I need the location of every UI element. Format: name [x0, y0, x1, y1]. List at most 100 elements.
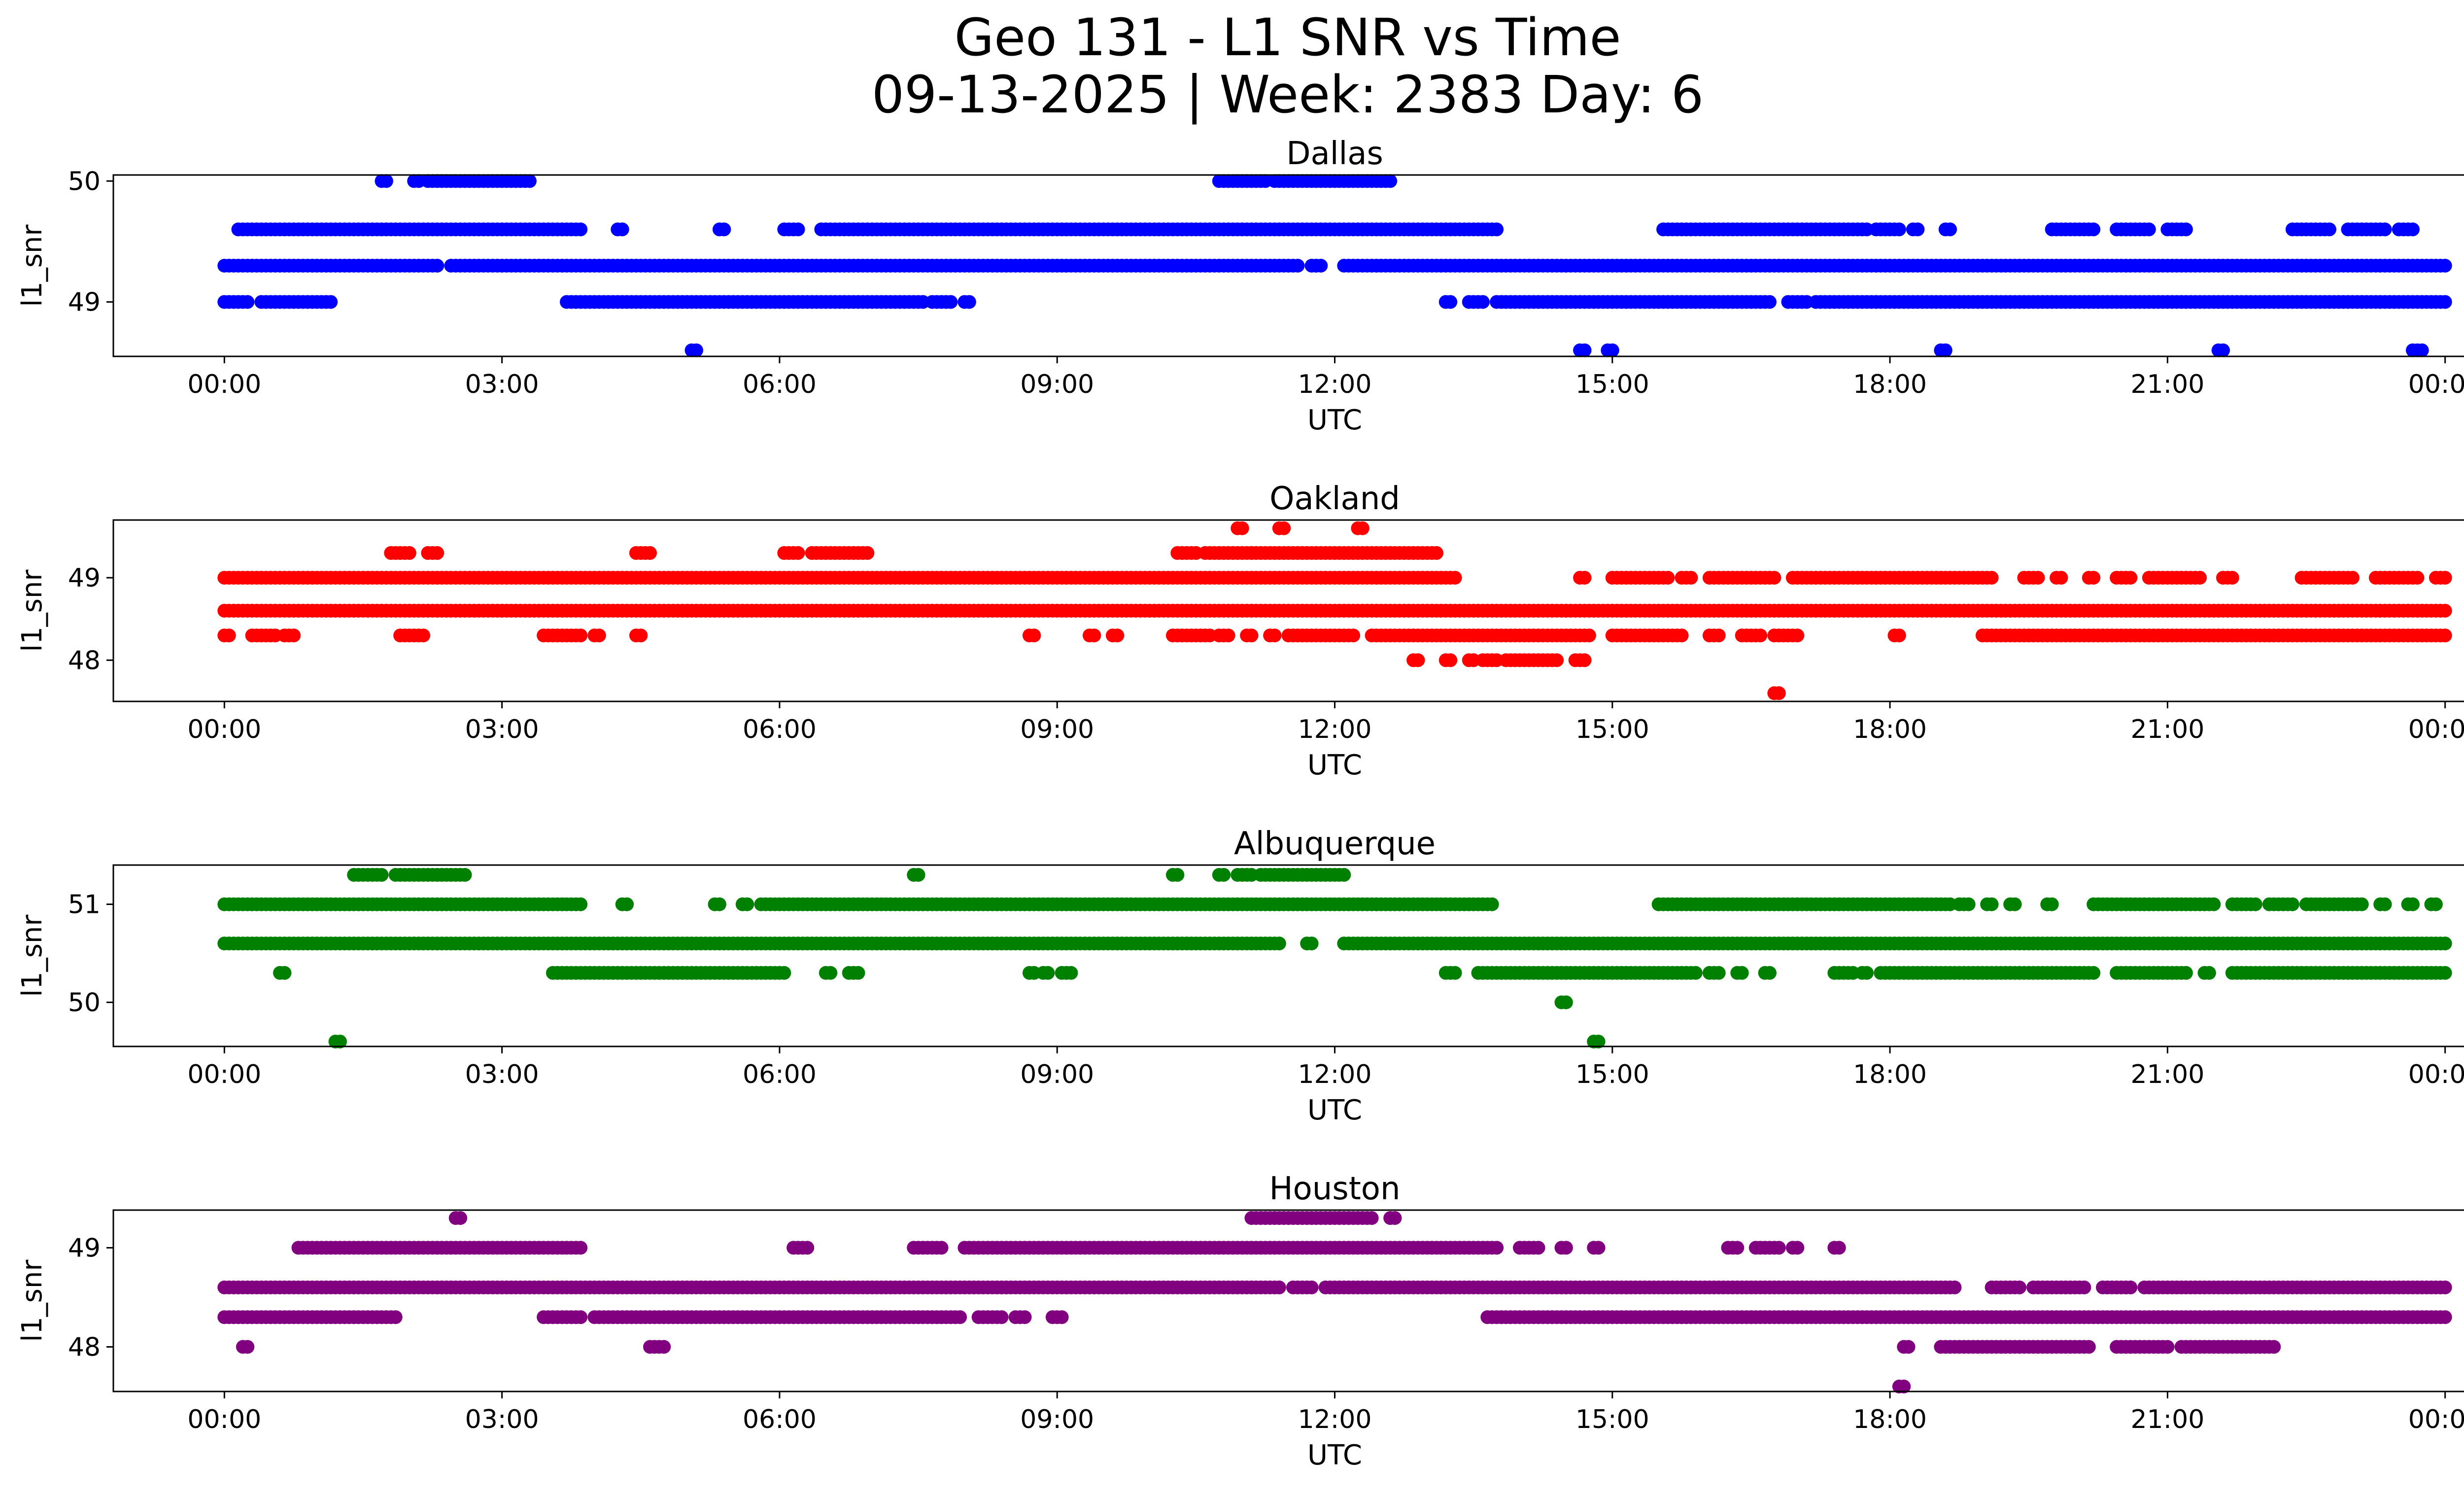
x-tick-label: 18:00 [1853, 370, 1927, 399]
x-tick-label: 00:00 [187, 1060, 261, 1089]
data-point [2087, 222, 2101, 237]
data-point [1730, 1241, 1745, 1255]
data-point [1355, 521, 1369, 535]
data-point [620, 897, 634, 911]
albuquerque-y-axis-label: l1_snr [16, 914, 48, 997]
data-point [2193, 571, 2207, 585]
data-point [1550, 653, 1564, 667]
y-tick-label: 50 [68, 988, 101, 1017]
oakland-x-axis-label: UTC [1307, 749, 1362, 781]
data-point [994, 1310, 1009, 1324]
houston-y-axis-label: l1_snr [16, 1259, 48, 1342]
data-point [823, 966, 838, 980]
x-tick-label: 12:00 [1298, 370, 1372, 399]
data-point [1448, 966, 1462, 980]
data-point [1443, 653, 1458, 667]
data-point [1684, 571, 1698, 585]
data-point [1272, 937, 1286, 951]
data-point [1985, 897, 1999, 911]
data-point [1430, 546, 1443, 560]
data-point [1304, 937, 1319, 951]
dallas-y-axis-label: l1_snr [16, 224, 48, 307]
data-point [1767, 571, 1781, 585]
x-tick-label: 21:00 [2130, 1060, 2204, 1089]
data-point [458, 868, 472, 882]
x-tick-label: 00:00 [187, 715, 261, 744]
figure-title: Geo 131 - L1 SNR vs Time 09-13-2025 | We… [0, 9, 2464, 123]
x-tick-label: 06:00 [743, 715, 817, 744]
data-point [1272, 1280, 1286, 1294]
data-point [574, 1241, 588, 1255]
x-tick-label: 21:00 [2130, 1405, 2204, 1434]
data-point [2160, 1340, 2175, 1354]
data-point [934, 1241, 949, 1255]
data-point [1531, 1241, 1545, 1255]
y-tick-label: 51 [68, 890, 101, 920]
data-point [777, 966, 791, 980]
oakland-y-axis-label: l1_snr [16, 569, 48, 652]
data-point [2438, 1310, 2452, 1324]
x-tick-label: 03:00 [465, 1405, 539, 1434]
data-point [1055, 1310, 1069, 1324]
data-point [1346, 628, 1361, 643]
data-point [1365, 1211, 1379, 1225]
data-point [1018, 1310, 1032, 1324]
data-point [689, 343, 703, 357]
data-point [2438, 966, 2452, 980]
data-point [2438, 937, 2452, 951]
data-point [522, 174, 537, 188]
data-point [2438, 571, 2452, 585]
x-tick-label: 00:00 [187, 370, 261, 399]
data-point [1675, 628, 1689, 643]
data-point [1577, 571, 1592, 585]
data-point [1110, 628, 1125, 643]
data-point [2179, 966, 2193, 980]
data-point [1490, 222, 1504, 237]
data-point [791, 546, 805, 560]
data-point [1961, 897, 1976, 911]
data-point [2378, 897, 2392, 911]
data-point [2429, 897, 2443, 911]
data-point [2406, 222, 2420, 237]
data-point [634, 628, 648, 643]
data-point [791, 222, 805, 237]
data-point [1688, 966, 1703, 980]
data-point [1860, 966, 1874, 980]
x-tick-label: 09:00 [1020, 1060, 1094, 1089]
x-tick-label: 09:00 [1020, 370, 1094, 399]
data-point [574, 1310, 588, 1324]
data-point [1388, 1211, 1402, 1225]
data-point [430, 546, 445, 560]
data-point [1938, 343, 1952, 357]
data-point [2406, 897, 2420, 911]
data-point [2378, 222, 2392, 237]
x-tick-label: 15:00 [1575, 1405, 1649, 1434]
data-point [2123, 571, 2138, 585]
data-point [2410, 571, 2425, 585]
data-point [717, 222, 731, 237]
houston-scatter-points [217, 1211, 2452, 1393]
data-point [2013, 1280, 2026, 1294]
data-point [615, 222, 629, 237]
data-point [1753, 628, 1768, 643]
figure-title-line-1: Geo 131 - L1 SNR vs Time [954, 7, 1621, 68]
data-point [1832, 1241, 1846, 1255]
data-point [1304, 1280, 1319, 1294]
x-tick-label: 03:00 [465, 370, 539, 399]
data-point [1591, 1241, 1606, 1255]
data-point [2202, 966, 2216, 980]
data-point [851, 966, 865, 980]
oakland-scatter-points [217, 521, 2452, 700]
data-point [1235, 521, 1249, 535]
x-tick-label: 21:00 [2130, 715, 2204, 744]
data-point [2008, 897, 2022, 911]
data-point [1221, 628, 1235, 643]
data-point [2179, 222, 2193, 237]
data-point [1772, 686, 1786, 700]
data-point [2345, 571, 2360, 585]
data-point [1559, 1241, 1573, 1255]
data-point [453, 1211, 468, 1225]
